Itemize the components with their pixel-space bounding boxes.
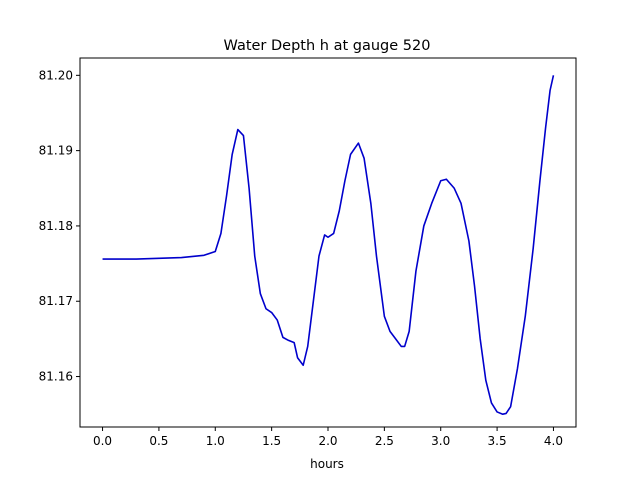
y-tick-label: 81.17 xyxy=(39,294,73,308)
x-axis-label: hours xyxy=(310,457,344,471)
x-tick-label: 0.0 xyxy=(93,434,112,448)
y-tick-label: 81.20 xyxy=(39,68,73,82)
chart-title: Water Depth h at gauge 520 xyxy=(224,38,431,54)
x-tick-label: 1.5 xyxy=(262,434,281,448)
y-tick-label: 81.18 xyxy=(39,219,73,233)
x-tick-label: 2.5 xyxy=(375,434,394,448)
x-tick-label: 3.0 xyxy=(431,434,450,448)
plot-area: 0.0 0.5 1.0 1.5 2.0 2.5 3.0 3.5 4.0 81.16 81.17 81.… xyxy=(39,57,577,448)
x-tick-label: 4.0 xyxy=(544,434,563,448)
axes-frame xyxy=(79,57,577,428)
x-tick-label: 0.5 xyxy=(149,434,168,448)
y-tick-label: 81.19 xyxy=(39,144,73,158)
series-line-0 xyxy=(102,75,555,415)
x-tick-label: 2.0 xyxy=(318,434,337,448)
x-tick-label: 1.0 xyxy=(206,434,225,448)
x-tick-label: 3.5 xyxy=(488,434,507,448)
y-tick-label: 81.16 xyxy=(39,370,73,384)
